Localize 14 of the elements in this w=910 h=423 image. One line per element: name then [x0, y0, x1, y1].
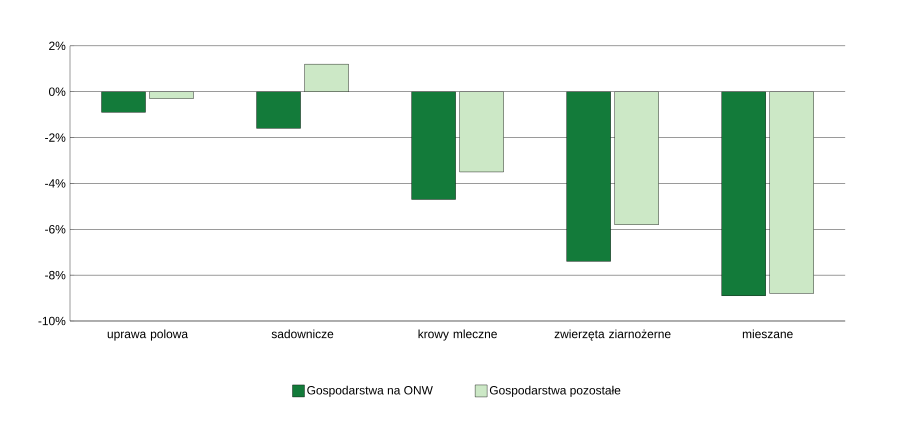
x-tick-label: mieszane	[742, 329, 793, 338]
y-tick-label: -6%	[45, 225, 66, 234]
y-tick-label: -4%	[45, 179, 66, 188]
x-tick-label: sadownicze	[272, 329, 334, 338]
x-tick-label: uprawa polowa	[108, 329, 188, 341]
y-tick-label: -8%	[45, 270, 66, 280]
legend-label: Gospodarstwa na ONW	[307, 386, 433, 397]
y-tick-label: -2%	[45, 133, 66, 142]
legend-label: Gospodarstwa pozostałe	[490, 386, 620, 397]
y-tick-label: -10%	[38, 316, 66, 326]
x-tick-label: krowy mleczne	[418, 329, 497, 341]
x-tick-label: zwierzęta ziarnożerne	[554, 329, 671, 341]
y-tick-label: 0%	[49, 87, 66, 96]
y-tick-label: 2%	[49, 42, 66, 50]
